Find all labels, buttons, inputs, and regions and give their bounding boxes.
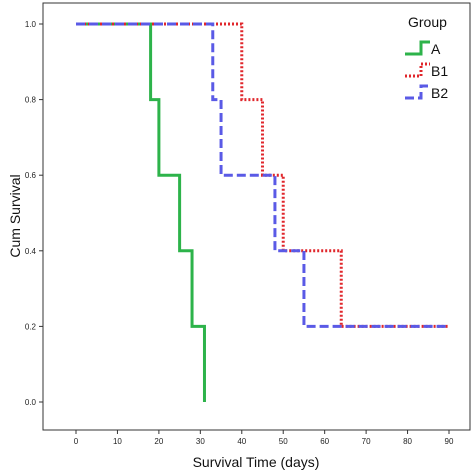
x-tick-label: 90 (445, 437, 454, 446)
x-tick-label: 30 (196, 437, 205, 446)
x-tick-label: 50 (279, 437, 288, 446)
legend: Group A B1 B2 (405, 14, 448, 101)
survival-curves (76, 22, 449, 402)
x-tick-label: 0 (74, 437, 79, 446)
plot-area (42, 2, 471, 431)
legend-label-b2: B2 (431, 85, 448, 101)
y-tick-label: 0.0 (25, 398, 37, 407)
y-tick-label: 0.6 (25, 171, 37, 180)
x-tick-label: 60 (320, 437, 329, 446)
x-tick-label: 40 (237, 437, 246, 446)
x-axis: 0 10 20 30 40 50 60 70 80 90 (74, 430, 454, 446)
x-axis-title: Survival Time (days) (193, 454, 320, 470)
y-tick-label: 0.8 (25, 96, 37, 105)
legend-label-b1: B1 (431, 63, 448, 79)
x-tick-label: 10 (113, 437, 122, 446)
series-b2-line (76, 22, 449, 328)
legend-swatch-a (405, 40, 430, 56)
legend-swatch-b1 (405, 62, 430, 78)
x-tick-label: 80 (403, 437, 412, 446)
x-tick-label: 20 (154, 437, 163, 446)
legend-swatch-b2 (405, 84, 430, 100)
y-axis-title: Cum Survival (7, 174, 23, 257)
legend-title: Group (408, 14, 447, 30)
legend-label-a: A (431, 41, 441, 57)
y-tick-label: 0.2 (25, 322, 37, 331)
x-tick-label: 70 (362, 437, 371, 446)
series-b1-line (76, 22, 449, 328)
y-tick-label: 0.4 (25, 247, 37, 256)
y-tick-label: 1.0 (25, 20, 37, 29)
y-axis: 0.0 0.2 0.4 0.6 0.8 1.0 (25, 20, 43, 407)
series-a-line (76, 22, 206, 402)
